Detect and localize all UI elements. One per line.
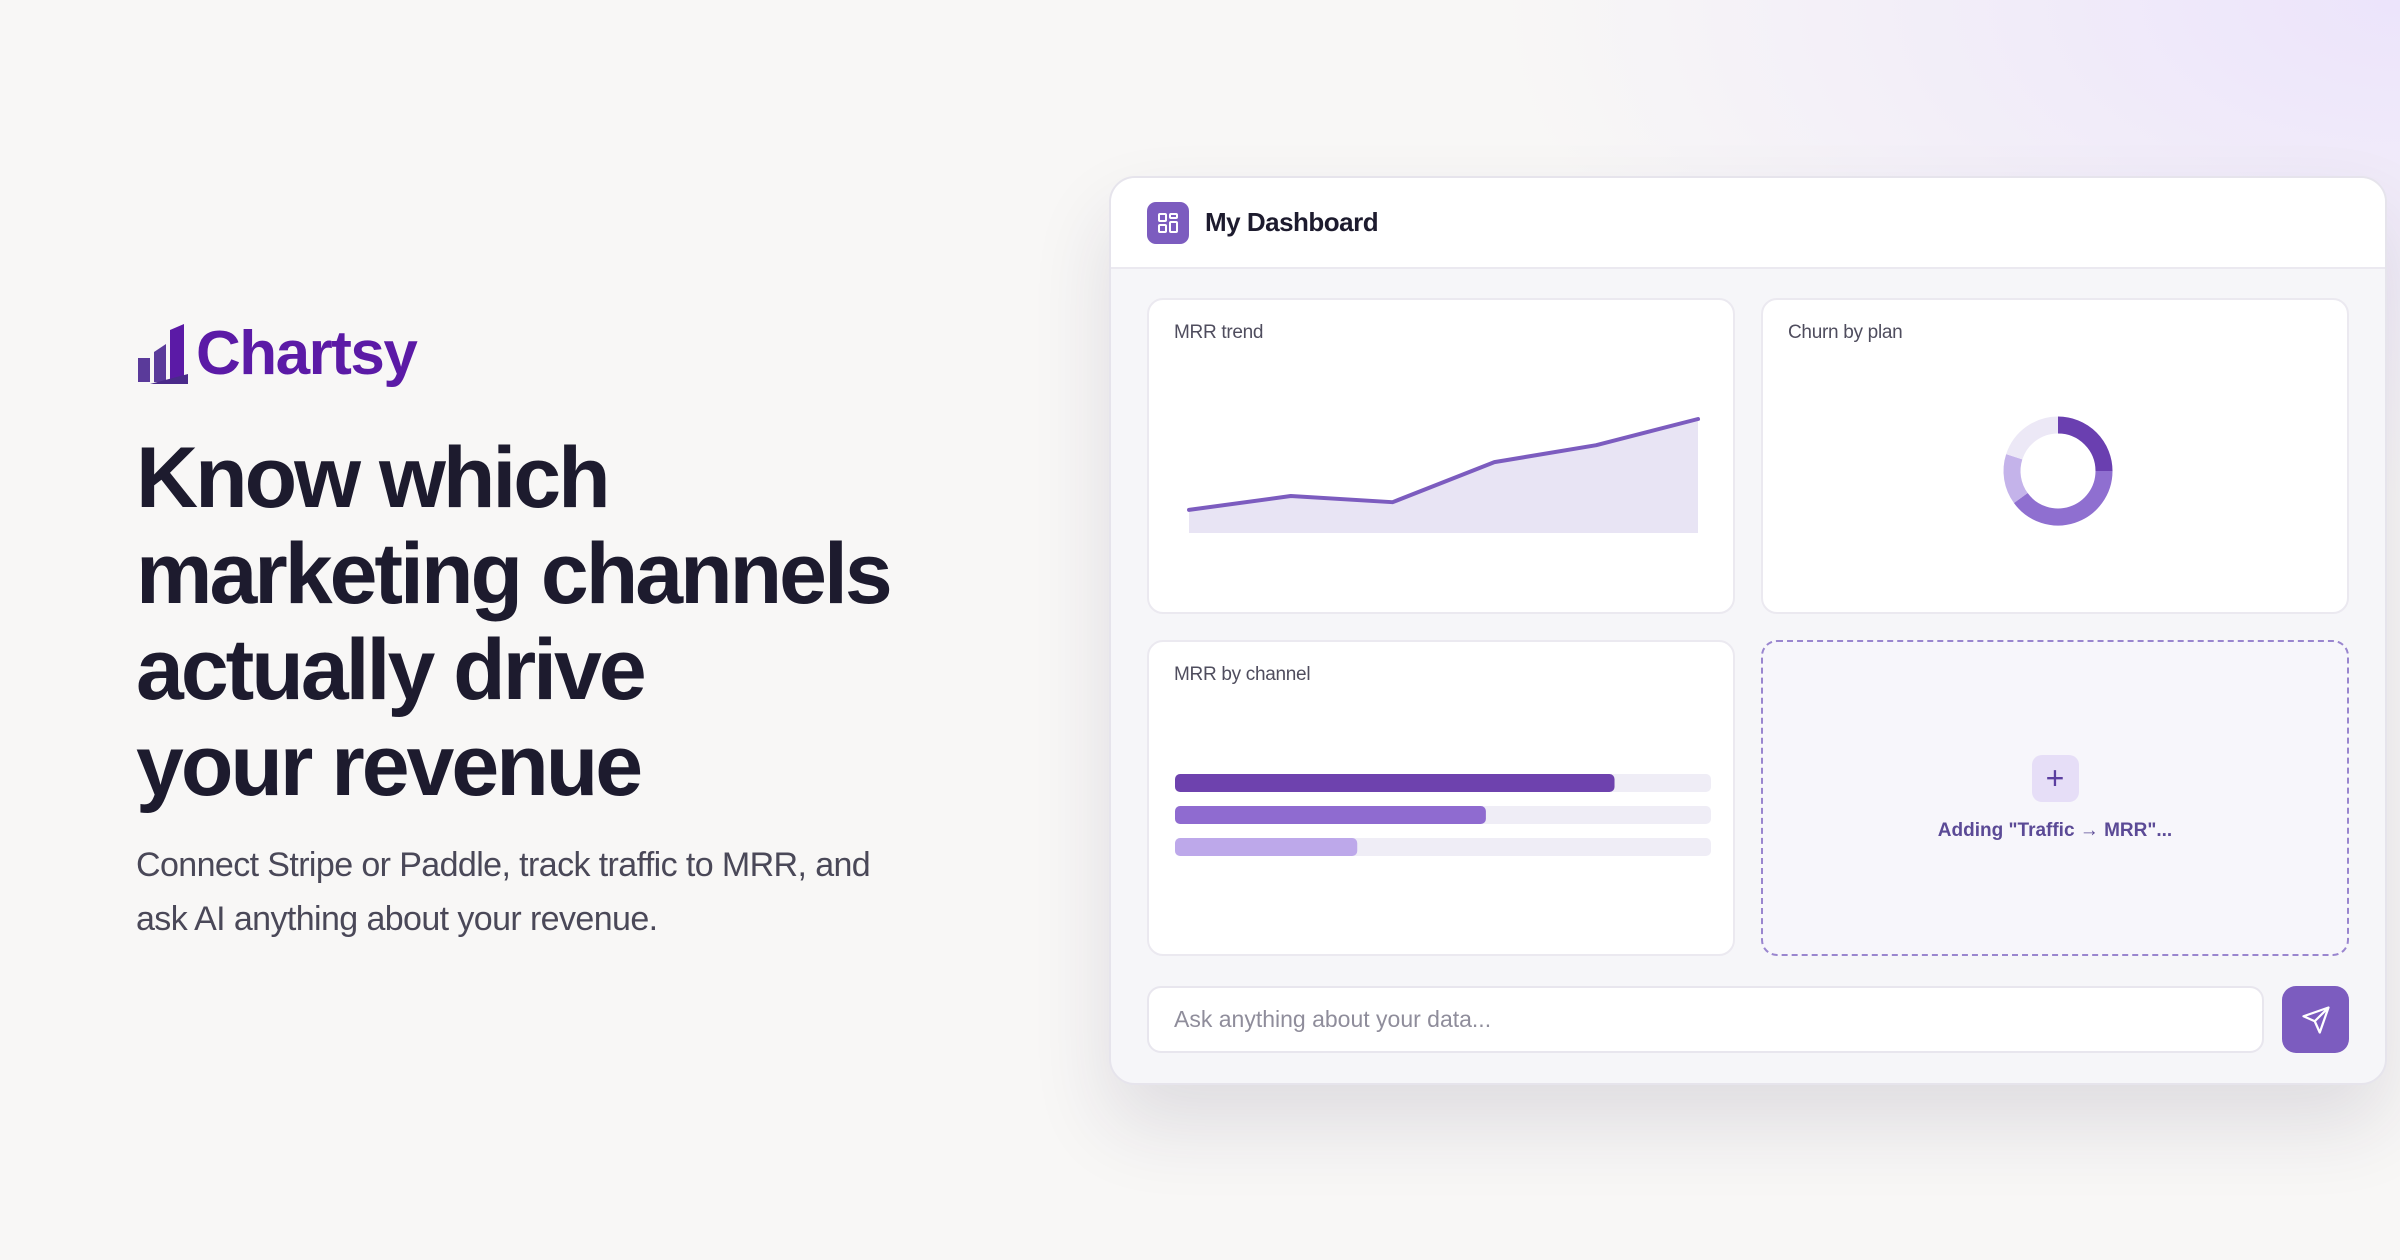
- subtitle: Connect Stripe or Paddle, track traffic …: [136, 838, 871, 946]
- send-icon: [2301, 1005, 2330, 1034]
- area: [1189, 419, 1698, 533]
- donut-segment: [2013, 470, 2113, 526]
- donut-segment: [2006, 416, 2059, 460]
- donut-segment: [2057, 416, 2113, 472]
- card-title: MRR by channel: [1174, 664, 1311, 685]
- input-placeholder: Ask anything about your data...: [1174, 1006, 1492, 1032]
- card: MRR by channel: [1147, 640, 1735, 956]
- brand-name: Chartsy: [196, 319, 418, 388]
- headline: Know which marketing channels actually d…: [136, 430, 893, 814]
- dashboard-icon: [1147, 201, 1189, 244]
- chat-input[interactable]: Ask anything about your data...: [1147, 986, 2264, 1053]
- panel-title: My Dashboard: [1205, 207, 1379, 237]
- brand: Chartsy: [136, 318, 418, 389]
- panel-header: My Dashboard: [1111, 178, 2385, 269]
- headline-line: Know which: [136, 430, 611, 526]
- bar: [1175, 774, 1615, 792]
- dashboard-panel: My Dashboard MRR trend Churn by plan MRR…: [1109, 176, 2387, 1085]
- add-label: Adding "Traffic → MRR"...: [1937, 819, 2173, 841]
- brand-logo: [138, 323, 188, 384]
- send-button[interactable]: [2282, 986, 2349, 1053]
- card-grid: MRR trend Churn by plan MRR by channel +…: [1147, 298, 2349, 956]
- card: Churn by plan: [1761, 298, 2349, 614]
- card-title: Churn by plan: [1788, 322, 1903, 343]
- chart: [2003, 416, 2113, 526]
- bar: [1175, 806, 1486, 824]
- headline-line: marketing channels: [136, 526, 893, 622]
- subtitle-line: ask AI anything about your revenue.: [136, 900, 658, 938]
- donut-segment: [2003, 454, 2028, 504]
- chart: [1175, 774, 1711, 856]
- bar: [1175, 838, 1358, 856]
- line: [1187, 417, 1700, 512]
- input-row: Ask anything about your data...: [1147, 986, 2349, 1053]
- add-card[interactable]: + Adding "Traffic → MRR"...: [1761, 640, 2349, 956]
- card-title: MRR trend: [1174, 322, 1264, 343]
- card: MRR trend: [1147, 298, 1735, 614]
- headline-line: your revenue: [136, 718, 643, 814]
- subtitle-line: Connect Stripe or Paddle, track traffic …: [136, 846, 871, 884]
- plus-icon: +: [2031, 754, 2079, 802]
- chart: [1187, 417, 1700, 533]
- headline-line: actually drive: [136, 622, 647, 718]
